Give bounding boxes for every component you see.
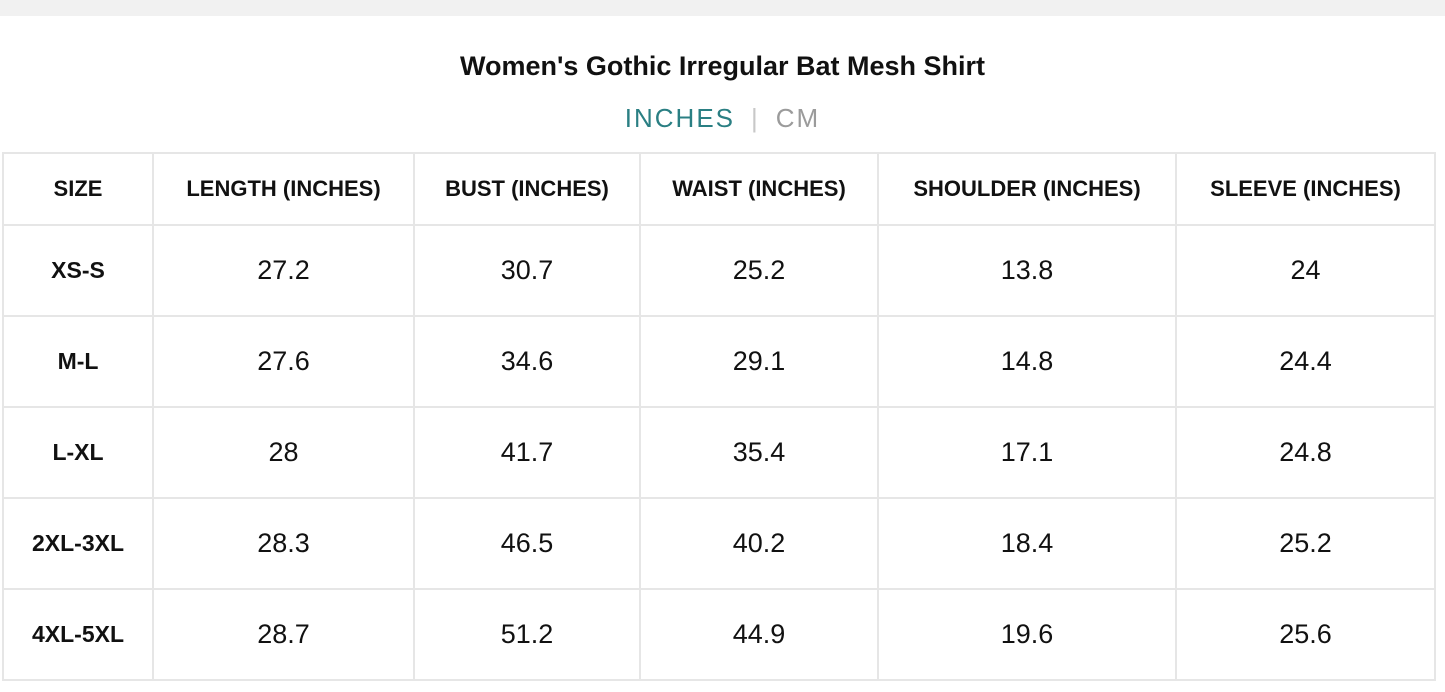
header-bust: BUST (INCHES): [413, 152, 641, 226]
length-cell: 27.6: [152, 315, 415, 408]
table-header-row: SIZE LENGTH (INCHES) BUST (INCHES) WAIST…: [2, 152, 1436, 226]
unit-separator: |: [751, 103, 760, 133]
length-cell: 28: [152, 406, 415, 499]
table-row: L-XL 28 41.7 35.4 17.1 24.8: [2, 406, 1436, 499]
sleeve-cell: 24: [1175, 224, 1436, 317]
sleeve-cell: 25.6: [1175, 588, 1436, 681]
unit-inches-option[interactable]: INCHES: [624, 103, 736, 133]
header-waist: WAIST (INCHES): [639, 152, 879, 226]
bust-cell: 51.2: [413, 588, 641, 681]
header-size: SIZE: [2, 152, 154, 226]
shoulder-cell: 17.1: [877, 406, 1177, 499]
shoulder-cell: 18.4: [877, 497, 1177, 590]
header-shoulder: SHOULDER (INCHES): [877, 152, 1177, 226]
size-cell: 4XL-5XL: [2, 588, 154, 681]
table-row: 4XL-5XL 28.7 51.2 44.9 19.6 25.6: [2, 588, 1436, 681]
shoulder-cell: 13.8: [877, 224, 1177, 317]
length-cell: 28.3: [152, 497, 415, 590]
size-chart-table: SIZE LENGTH (INCHES) BUST (INCHES) WAIST…: [2, 152, 1436, 681]
size-cell: M-L: [2, 315, 154, 408]
unit-cm-option[interactable]: CM: [775, 103, 821, 133]
waist-cell: 25.2: [639, 224, 879, 317]
unit-toggle: INCHES | CM: [0, 101, 1445, 135]
waist-cell: 44.9: [639, 588, 879, 681]
size-cell: XS-S: [2, 224, 154, 317]
table-row: 2XL-3XL 28.3 46.5 40.2 18.4 25.2: [2, 497, 1436, 590]
bust-cell: 41.7: [413, 406, 641, 499]
length-cell: 27.2: [152, 224, 415, 317]
header-length: LENGTH (INCHES): [152, 152, 415, 226]
table-row: M-L 27.6 34.6 29.1 14.8 24.4: [2, 315, 1436, 408]
sleeve-cell: 24.4: [1175, 315, 1436, 408]
top-strip: [0, 0, 1445, 16]
waist-cell: 29.1: [639, 315, 879, 408]
header-sleeve: SLEEVE (INCHES): [1175, 152, 1436, 226]
bust-cell: 34.6: [413, 315, 641, 408]
waist-cell: 40.2: [639, 497, 879, 590]
shoulder-cell: 19.6: [877, 588, 1177, 681]
length-cell: 28.7: [152, 588, 415, 681]
shoulder-cell: 14.8: [877, 315, 1177, 408]
product-title: Women's Gothic Irregular Bat Mesh Shirt: [459, 51, 985, 81]
waist-cell: 35.4: [639, 406, 879, 499]
size-cell: 2XL-3XL: [2, 497, 154, 590]
table-row: XS-S 27.2 30.7 25.2 13.8 24: [2, 224, 1436, 317]
bust-cell: 46.5: [413, 497, 641, 590]
bust-cell: 30.7: [413, 224, 641, 317]
size-cell: L-XL: [2, 406, 154, 499]
sleeve-cell: 24.8: [1175, 406, 1436, 499]
sleeve-cell: 25.2: [1175, 497, 1436, 590]
